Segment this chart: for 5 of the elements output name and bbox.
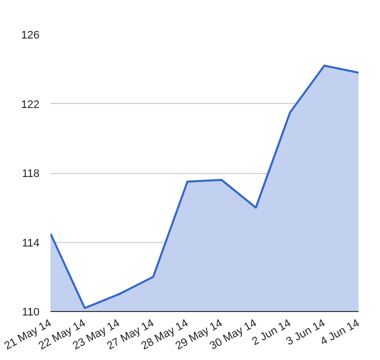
y-tick-label: 110 — [22, 306, 40, 318]
y-tick-label: 118 — [22, 168, 40, 180]
y-tick-label: 114 — [22, 237, 40, 250]
y-tick-label: 122 — [21, 98, 40, 111]
y-tick-label: 126 — [21, 30, 40, 42]
